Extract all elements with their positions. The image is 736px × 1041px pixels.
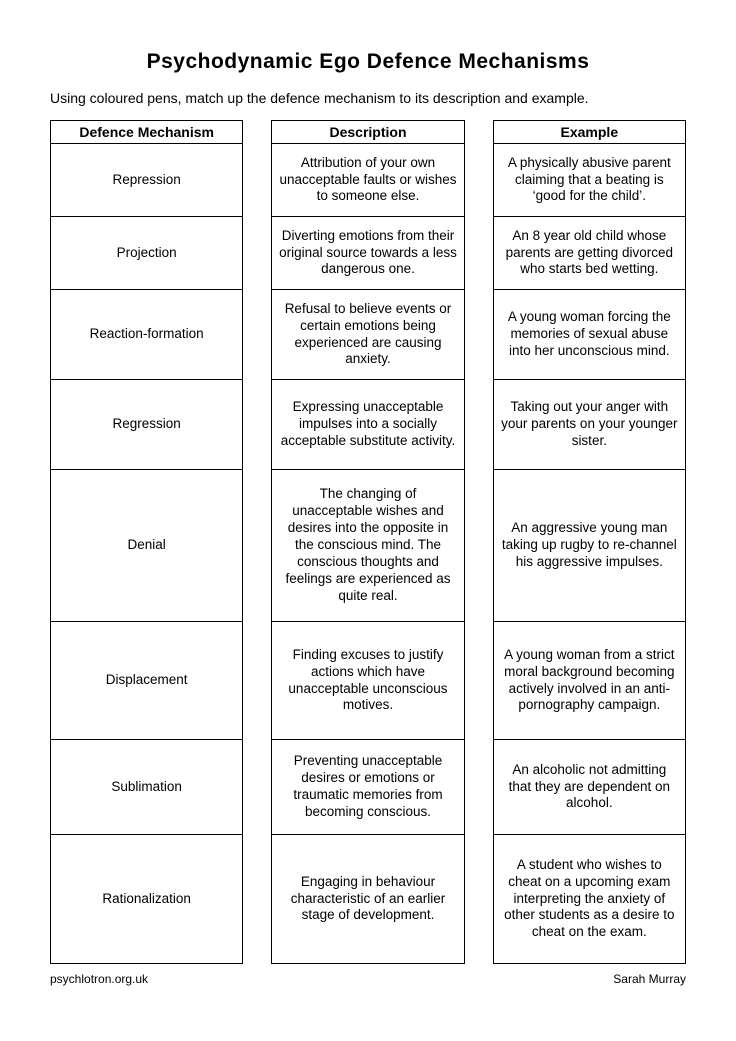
footer-right: Sarah Murray — [613, 972, 686, 986]
mechanism-cell: Rationalization — [51, 835, 242, 963]
column-mechanism: Defence Mechanism RepressionProjectionRe… — [50, 120, 243, 964]
description-cell: Engaging in behaviour characteristic of … — [272, 835, 463, 963]
mechanism-cell: Reaction-formation — [51, 290, 242, 380]
description-cell: Refusal to believe events or certain emo… — [272, 290, 463, 380]
mechanism-cell: Repression — [51, 144, 242, 217]
column-header-mechanism: Defence Mechanism — [51, 121, 242, 144]
column-example: Example A physically abusive parent clai… — [493, 120, 686, 964]
footer-left: psychlotron.org.uk — [50, 972, 148, 986]
example-cell: A physically abusive parent claiming tha… — [494, 144, 685, 217]
mechanism-cell: Sublimation — [51, 740, 242, 835]
example-cell: Taking out your anger with your parents … — [494, 380, 685, 470]
description-cell: Finding excuses to justify actions which… — [272, 622, 463, 740]
example-cell: An 8 year old child whose parents are ge… — [494, 217, 685, 290]
page-title: Psychodynamic Ego Defence Mechanisms — [50, 50, 686, 74]
description-cell: Diverting emotions from their original s… — [272, 217, 463, 290]
example-cell: An alcoholic not admitting that they are… — [494, 740, 685, 835]
page-footer: psychlotron.org.uk Sarah Murray — [50, 972, 686, 986]
column-header-example: Example — [494, 121, 685, 144]
description-cell: The changing of unacceptable wishes and … — [272, 470, 463, 622]
description-cell: Expressing unacceptable impulses into a … — [272, 380, 463, 470]
example-cell: A young woman forcing the memories of se… — [494, 290, 685, 380]
worksheet-columns: Defence Mechanism RepressionProjectionRe… — [50, 120, 686, 964]
mechanism-cell: Projection — [51, 217, 242, 290]
description-cell: Preventing unacceptable desires or emoti… — [272, 740, 463, 835]
example-cell: A student who wishes to cheat on a upcom… — [494, 835, 685, 963]
example-cell: An aggressive young man taking up rugby … — [494, 470, 685, 622]
example-cell: A young woman from a strict moral backgr… — [494, 622, 685, 740]
column-header-description: Description — [272, 121, 463, 144]
mechanism-cell: Displacement — [51, 622, 242, 740]
mechanism-cell: Denial — [51, 470, 242, 622]
column-description: Description Attribution of your own unac… — [271, 120, 464, 964]
instructions-text: Using coloured pens, match up the defenc… — [50, 90, 686, 106]
description-cell: Attribution of your own unacceptable fau… — [272, 144, 463, 217]
mechanism-cell: Regression — [51, 380, 242, 470]
